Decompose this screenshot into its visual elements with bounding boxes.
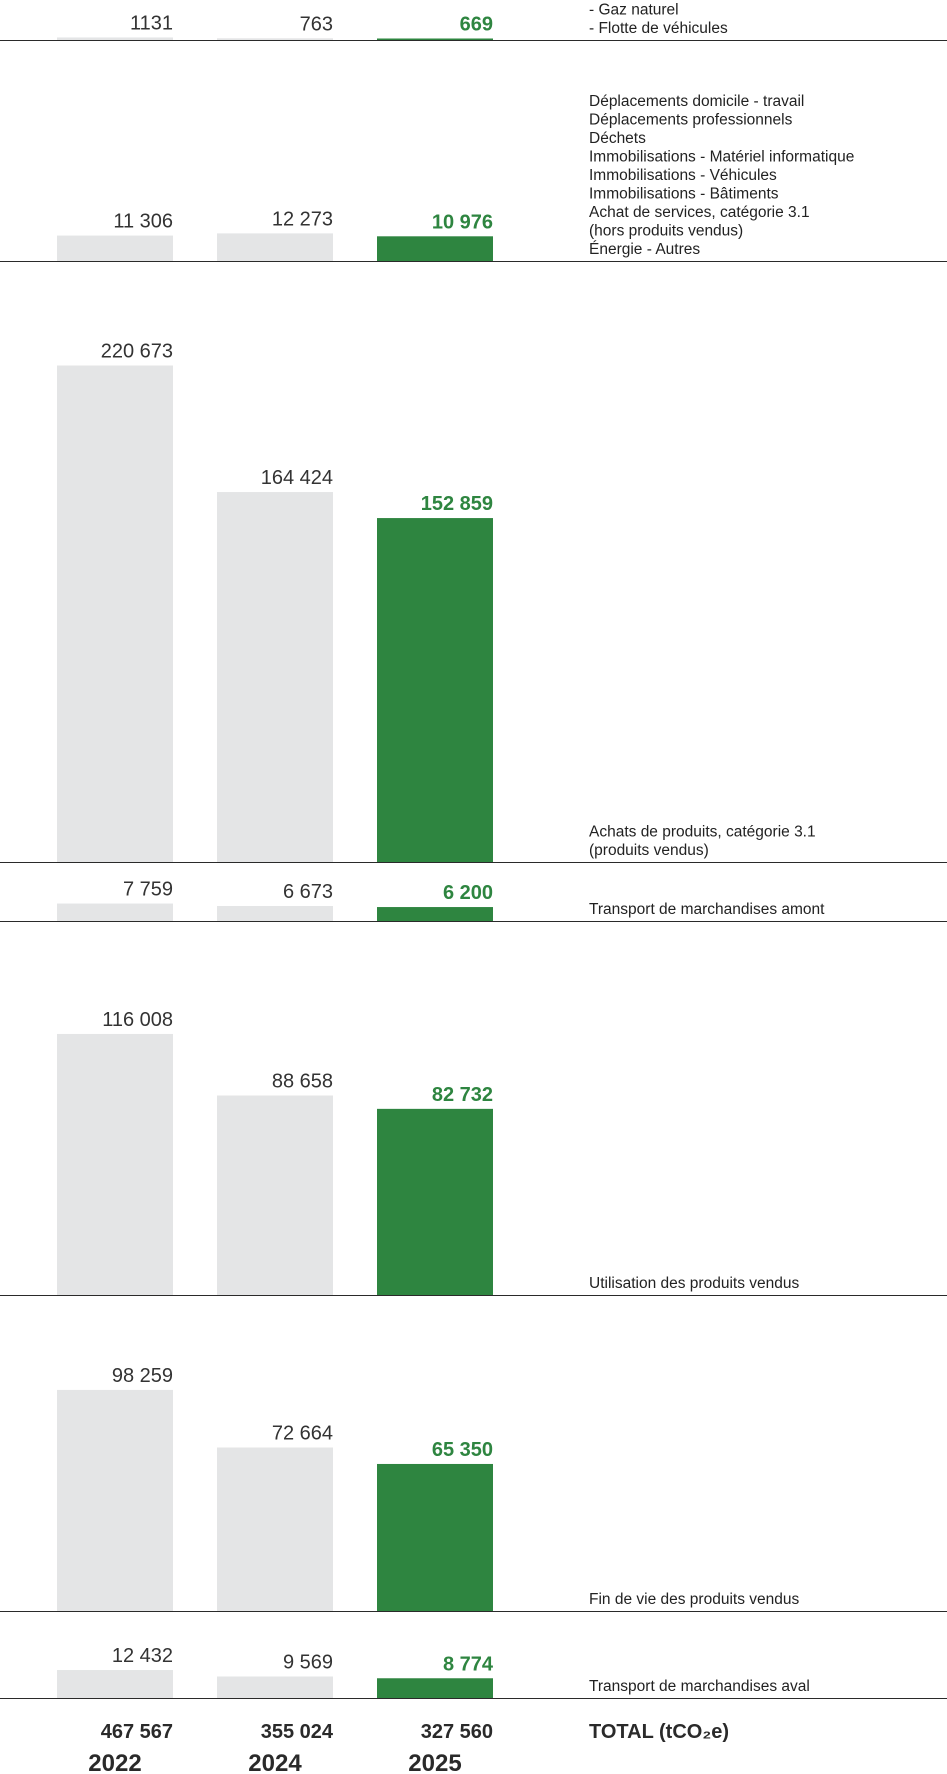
value-label-2025-row-7: 8 774 <box>443 1653 494 1675</box>
total-label: TOTAL (tCO₂e) <box>589 1721 729 1743</box>
category-label-fin-de-vie-des-produits-vendus: Fin de vie des produits vendus <box>589 1591 799 1608</box>
bar-2022-row-2 <box>57 235 173 261</box>
total-value-2025: 327 560 <box>421 1721 493 1743</box>
value-label-2024-row-4: 6 673 <box>283 881 333 903</box>
bar-2025-row-3 <box>377 518 493 862</box>
value-label-2025-row-5: 82 732 <box>432 1084 493 1106</box>
bar-2022-row-7 <box>57 1670 173 1698</box>
value-label-2022-row-1: 1131 <box>130 12 173 34</box>
value-label-2022-row-3: 220 673 <box>101 340 173 362</box>
value-label-2024-row-7: 9 569 <box>283 1651 333 1673</box>
value-label-2022-row-6: 98 259 <box>112 1365 173 1387</box>
bar-2024-row-2 <box>217 233 333 261</box>
value-label-2024-row-1: 763 <box>300 13 333 35</box>
bar-2022-row-4 <box>57 903 173 921</box>
bar-2022-row-5 <box>57 1033 173 1295</box>
value-label-2024-row-6: 72 664 <box>272 1423 333 1445</box>
bar-2025-row-6 <box>377 1463 493 1611</box>
bar-2025-row-4 <box>377 907 493 921</box>
bar-2022-row-6 <box>57 1389 173 1611</box>
bar-2024-row-3 <box>217 492 333 862</box>
category-label-immobilisations-batiments: Immobilisations - Bâtiments <box>589 186 779 203</box>
total-value-2024: 355 024 <box>261 1721 334 1743</box>
category-label-transport-de-marchandises-amont: Transport de marchandises amont <box>589 901 825 918</box>
bar-2022-row-1 <box>57 37 173 40</box>
category-label-immobilisations-vehicules: Immobilisations - Véhicules <box>589 167 777 184</box>
bar-2024-row-4 <box>217 905 333 921</box>
bar-2024-row-6 <box>217 1447 333 1611</box>
category-label-dechets: Déchets <box>589 130 646 147</box>
value-label-2022-row-2: 11 306 <box>113 211 173 233</box>
bar-2025-row-1 <box>377 38 493 40</box>
category-label-deplacements-domicile-travail: Déplacements domicile - travail <box>589 93 804 110</box>
value-label-2024-row-3: 164 424 <box>261 467 333 489</box>
value-label-2022-row-4: 7 759 <box>123 879 173 901</box>
value-label-2025-row-3: 152 859 <box>421 493 493 515</box>
year-label-2024: 2024 <box>248 1750 302 1774</box>
value-label-2024-row-5: 88 658 <box>272 1071 333 1093</box>
year-label-2025: 2025 <box>408 1750 461 1774</box>
value-label-2022-row-7: 12 432 <box>112 1645 173 1667</box>
value-label-2022-row-5: 116 008 <box>102 1009 173 1031</box>
value-label-2025-row-6: 65 350 <box>432 1439 493 1461</box>
category-label-produits-vendus: (produits vendus) <box>589 842 709 859</box>
bar-2024-row-5 <box>217 1095 333 1295</box>
value-label-2025-row-4: 6 200 <box>443 882 493 904</box>
category-label-hors-produits-vendus: (hors produits vendus) <box>589 223 743 240</box>
total-value-2022: 467 567 <box>101 1721 173 1743</box>
bar-2024-row-1 <box>217 38 333 40</box>
category-label-immobilisations-materiel-informatique: Immobilisations - Matériel informatique <box>589 149 854 166</box>
value-label-2024-row-2: 12 273 <box>272 208 333 230</box>
bar-2025-row-2 <box>377 236 493 261</box>
value-label-2025-row-1: 669 <box>460 13 493 35</box>
category-label-flotte-de-vehicules: - Flotte de véhicules <box>589 20 728 37</box>
category-label-achat-de-services-categorie-3-1: Achat de services, catégorie 3.1 <box>589 204 810 221</box>
year-label-2022: 2022 <box>88 1750 141 1774</box>
value-label-2025-row-2: 10 976 <box>432 211 493 233</box>
bar-2022-row-3 <box>57 365 173 862</box>
category-label-transport-de-marchandises-aval: Transport de marchandises aval <box>589 1678 810 1695</box>
category-label-utilisation-des-produits-vendus: Utilisation des produits vendus <box>589 1275 799 1292</box>
bar-2025-row-5 <box>377 1108 493 1295</box>
category-label-achats-de-produits-categorie-3-1: Achats de produits, catégorie 3.1 <box>589 824 816 841</box>
bar-2025-row-7 <box>377 1678 493 1698</box>
category-label-deplacements-professionnels: Déplacements professionnels <box>589 112 793 129</box>
category-label-gaz-naturel: - Gaz naturel <box>589 2 679 19</box>
category-label-energie-autres: Énergie - Autres <box>589 241 700 258</box>
bar-2024-row-7 <box>217 1676 333 1698</box>
